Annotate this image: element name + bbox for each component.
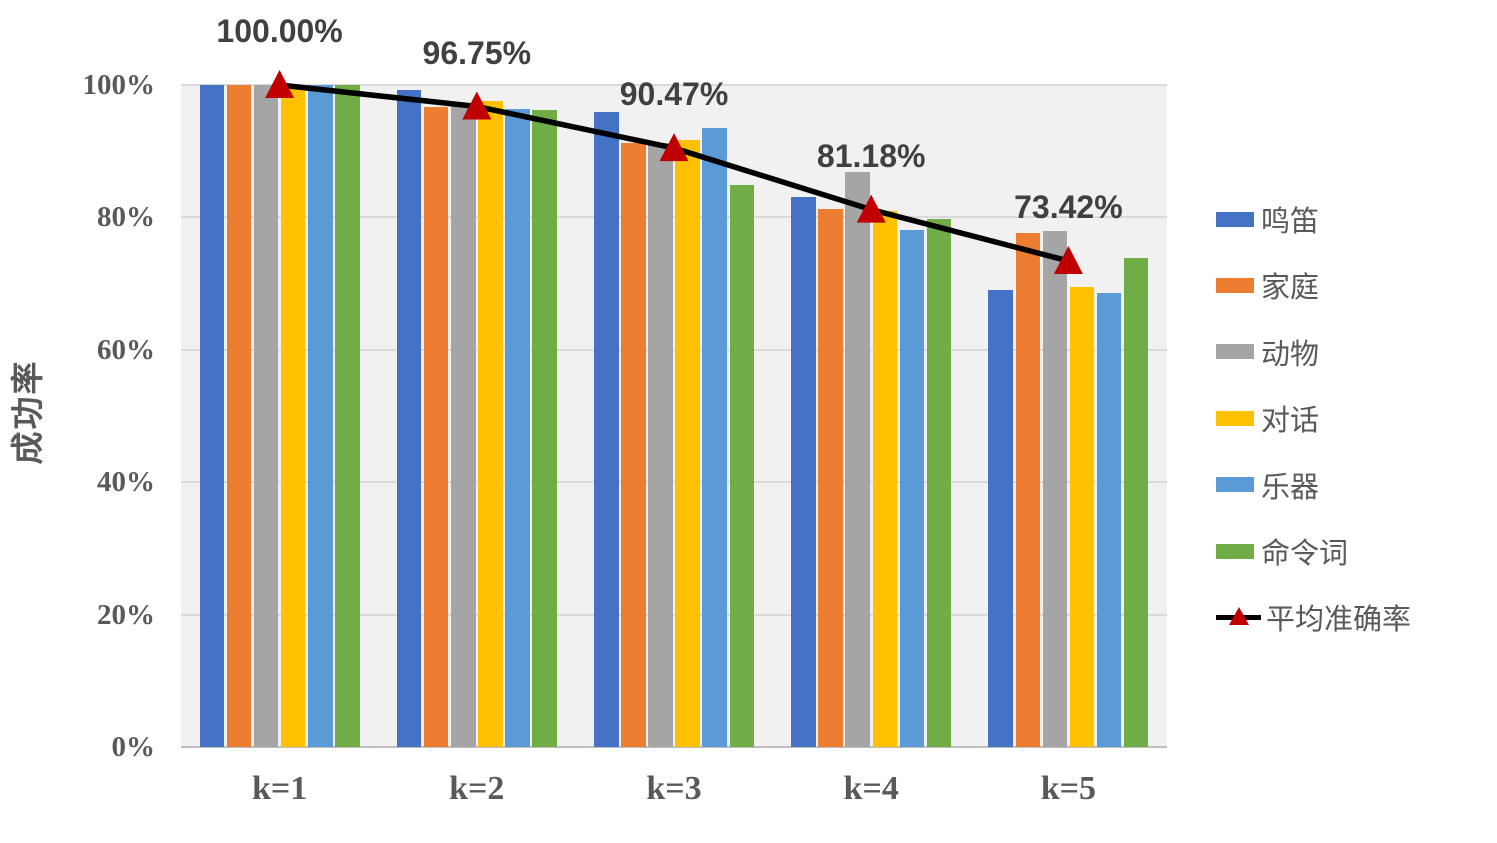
bar-series0-cat3 bbox=[791, 196, 816, 747]
data-label: 73.42% bbox=[1014, 188, 1123, 225]
bar-series4-cat3 bbox=[899, 229, 925, 747]
plot-area bbox=[181, 84, 1167, 748]
bar-series1-cat3 bbox=[818, 208, 843, 747]
legend-item: 命令词 bbox=[1216, 534, 1348, 570]
legend-label: 命令词 bbox=[1261, 538, 1349, 570]
x-axis-line bbox=[181, 746, 1167, 748]
legend-label: 对话 bbox=[1261, 405, 1320, 438]
legend-swatch-icon bbox=[1216, 477, 1254, 493]
y-tick-label: 80% bbox=[97, 201, 155, 234]
bar-series3-cat4 bbox=[1069, 286, 1095, 747]
bar-series2-cat0 bbox=[253, 85, 279, 747]
bar-series5-cat4 bbox=[1123, 257, 1149, 747]
x-tick-label: k=2 bbox=[449, 770, 505, 807]
bar-series3-cat3 bbox=[872, 210, 897, 747]
legend-label: 乐器 bbox=[1261, 471, 1320, 504]
legend-item: 对话 bbox=[1216, 401, 1319, 437]
bar-series4-cat2 bbox=[702, 128, 727, 747]
bar-series0-cat0 bbox=[199, 85, 225, 747]
bar-series3-cat2 bbox=[675, 139, 700, 747]
bar-series5-cat2 bbox=[729, 184, 754, 747]
y-tick-label: 40% bbox=[97, 466, 155, 499]
legend-label: 鸣笛 bbox=[1261, 206, 1320, 238]
y-axis-title: 成功率 bbox=[9, 359, 46, 465]
legend-label: 动物 bbox=[1261, 338, 1320, 371]
bar-series0-cat4 bbox=[988, 289, 1013, 747]
bar-series3-cat0 bbox=[280, 85, 306, 747]
data-label: 96.75% bbox=[422, 34, 532, 71]
bar-series2-cat3 bbox=[845, 171, 870, 747]
legend-item: 家庭 bbox=[1216, 268, 1319, 304]
bar-series1-cat2 bbox=[621, 142, 646, 747]
legend-swatch-icon bbox=[1216, 277, 1254, 293]
bar-series0-cat2 bbox=[594, 112, 619, 747]
legend-item: 动物 bbox=[1216, 335, 1319, 371]
gridline bbox=[181, 481, 1167, 484]
gridline bbox=[181, 613, 1167, 616]
data-label: 90.47% bbox=[619, 76, 729, 113]
bar-series4-cat0 bbox=[308, 85, 333, 747]
legend-swatch-icon bbox=[1216, 543, 1254, 559]
legend-item: 乐器 bbox=[1216, 468, 1319, 504]
y-tick-label: 20% bbox=[97, 598, 155, 631]
bar-series5-cat3 bbox=[926, 218, 952, 747]
bar-series2-cat1 bbox=[451, 106, 476, 747]
legend-swatch-icon bbox=[1216, 410, 1254, 426]
y-tick-label: 60% bbox=[97, 333, 155, 366]
legend-label: 家庭 bbox=[1261, 272, 1320, 305]
bar-series1-cat4 bbox=[1015, 232, 1040, 747]
x-tick-label: k=3 bbox=[646, 770, 702, 807]
bar-series0-cat1 bbox=[396, 90, 422, 747]
legend-item: 平均准确率 bbox=[1216, 600, 1411, 636]
x-tick-label: k=5 bbox=[1040, 770, 1097, 807]
legend-label: 平均准确率 bbox=[1266, 604, 1412, 637]
data-label: 81.18% bbox=[816, 137, 926, 174]
x-tick-label: k=1 bbox=[251, 770, 308, 807]
bar-series1-cat0 bbox=[226, 85, 252, 747]
x-tick-label: k=4 bbox=[843, 770, 899, 807]
legend-swatch-icon bbox=[1216, 211, 1254, 227]
bar-series2-cat2 bbox=[648, 143, 673, 747]
bar-series4-cat4 bbox=[1096, 292, 1122, 747]
bar-series1-cat1 bbox=[423, 106, 449, 747]
legend-swatch-icon bbox=[1216, 344, 1254, 360]
bar-series3-cat1 bbox=[478, 100, 503, 747]
bar-series5-cat0 bbox=[335, 85, 360, 747]
bar-series4-cat1 bbox=[505, 108, 530, 747]
y-tick-label: 100% bbox=[82, 69, 156, 101]
legend-triangle-icon bbox=[1229, 607, 1249, 626]
legend-line-marker-icon bbox=[1216, 604, 1261, 630]
y-tick-label: 0% bbox=[111, 731, 156, 763]
data-label: 100.00% bbox=[216, 13, 343, 49]
legend-item: 鸣笛 bbox=[1216, 202, 1319, 238]
bar-series2-cat4 bbox=[1042, 230, 1068, 747]
bar-series5-cat1 bbox=[532, 110, 557, 747]
gridline bbox=[181, 348, 1167, 351]
